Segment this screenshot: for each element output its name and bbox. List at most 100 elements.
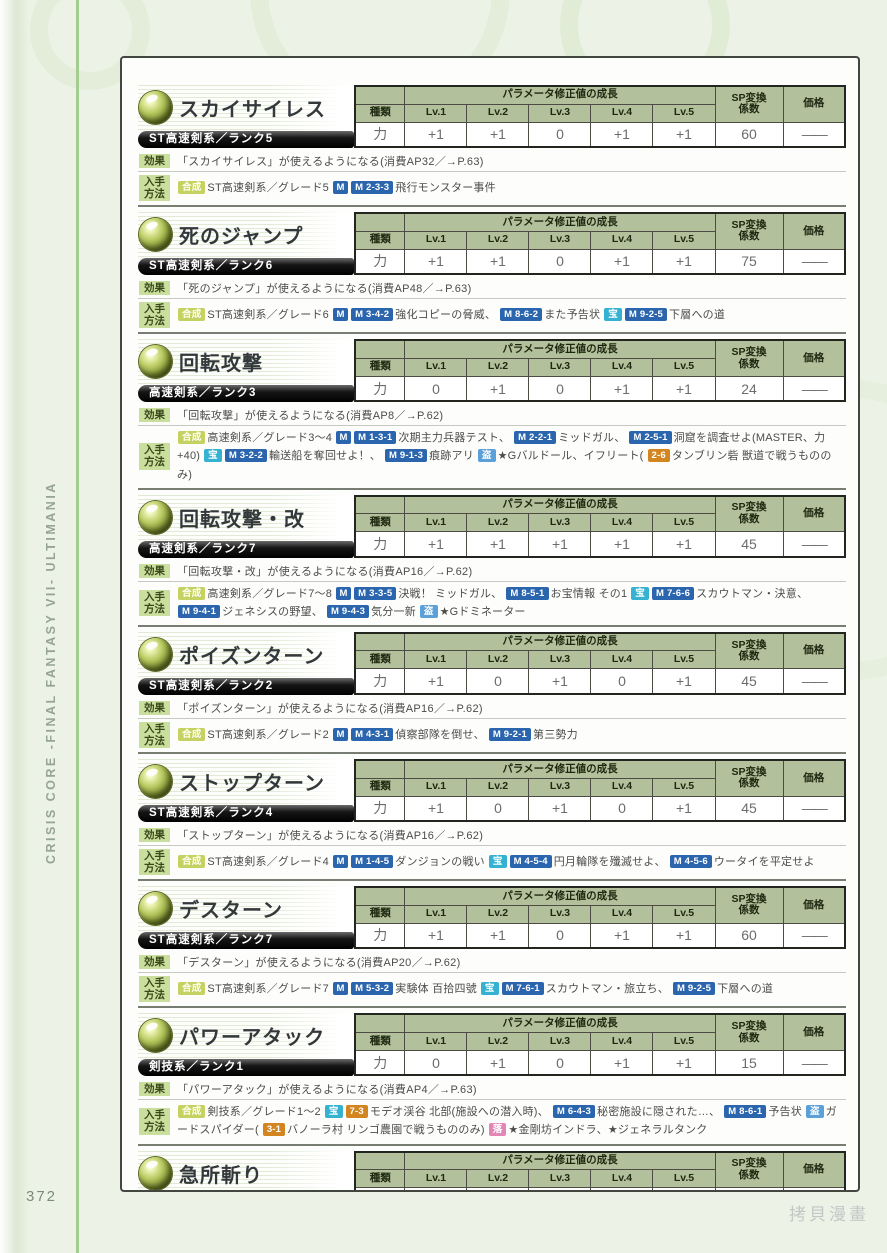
level-header: Lv.5 bbox=[652, 103, 716, 123]
method-row: 入手 方法 合成 ST高速剣系／グレード2 M M 4-3-1 偵察部隊を倒せ、 M 9-… bbox=[138, 719, 846, 755]
effect-text: 「スカイサイレス」が使えるようになる(消費AP32／→P.63) bbox=[177, 156, 484, 168]
synth-badge: 合成 bbox=[178, 855, 206, 869]
level-value: +1 bbox=[466, 1049, 530, 1076]
method-label-line1: 入手 bbox=[144, 1109, 165, 1122]
level-header: Lv.1 bbox=[404, 1031, 468, 1051]
mission-badge: M 2-5-1 bbox=[629, 431, 672, 445]
ability-name: 急所斬り bbox=[179, 1164, 263, 1187]
sp-header: SP変換 係数 bbox=[714, 495, 784, 533]
method-row: 入手 方法 合成 ST高速剣系／グレード7 M M 5-3-2 実験体 百拾四號宝 M 7… bbox=[138, 973, 846, 1009]
col-price: 価格 bbox=[782, 1013, 846, 1051]
sp-header-line1: SP変換 bbox=[731, 1020, 767, 1033]
method-text: 合成 ST高速剣系／グレード5 M M 2-3-3 飛行モンスター事件 bbox=[177, 179, 846, 197]
level-header: Lv.4 bbox=[590, 904, 654, 924]
col-type: 種類 bbox=[354, 1031, 406, 1051]
level-value: +1 bbox=[528, 531, 592, 558]
ability-entry: ポイズンターン ST高速剣系／ランク2 パラメータ修正値の成長 SP変換 係数 … bbox=[138, 631, 846, 755]
level-header: Lv.4 bbox=[590, 650, 654, 670]
stats-table: パラメータ修正値の成長 SP変換 係数 価格 種類 Lv.1 Lv.2 Lv.3… bbox=[353, 1013, 846, 1077]
level-value: +1 bbox=[404, 922, 468, 949]
level-header: Lv.1 bbox=[404, 777, 468, 797]
stats-table: パラメータ修正値の成長 SP変換 係数 価格 種類 Lv.1 Lv.2 Lv.3… bbox=[353, 339, 846, 403]
method-segment: バノーラ村 リンゴ農園で戦うもののみ) bbox=[287, 1124, 485, 1137]
effect-row: 効果 「ストップターン」が使えるようになる(消費AP16／→P.62) bbox=[138, 824, 846, 847]
ability-name: デスターン bbox=[179, 900, 283, 923]
ability-name: スカイサイレス bbox=[179, 99, 326, 121]
blank-header-cell bbox=[354, 632, 406, 652]
level-header: Lv.4 bbox=[590, 357, 654, 377]
mission-badge: M 3-3-5 bbox=[354, 586, 397, 600]
level-header: Lv.5 bbox=[652, 904, 716, 924]
level-header: Lv.1 bbox=[404, 357, 468, 377]
method-segment: ★金剛坊インドラ、★ジェネラルタンク bbox=[508, 1124, 708, 1137]
method-label-line1: 入手 bbox=[144, 977, 165, 990]
map-badge: 7-3 bbox=[345, 1105, 368, 1119]
method-segment: ジェネシスの野望、 bbox=[222, 605, 323, 618]
blank-header-cell bbox=[354, 85, 406, 105]
mcat-badge: M bbox=[336, 586, 352, 600]
entry-header: スカイサイレス ST高速剣系／ランク5 パラメータ修正値の成長 SP変換 係数 … bbox=[138, 85, 846, 148]
level-value: 0 bbox=[528, 375, 592, 402]
level-header: Lv.3 bbox=[528, 103, 592, 123]
price-value: ―― bbox=[782, 1049, 846, 1076]
method-segment: お宝情報 その1 bbox=[550, 587, 628, 600]
map-badge: 3-1 bbox=[262, 1123, 286, 1137]
effect-row: 効果 「回転攻撃」が使えるようになる(消費AP8／→P.62) bbox=[138, 404, 846, 427]
effect-label: 効果 bbox=[139, 828, 170, 843]
stats-table: パラメータ修正値の成長 SP変換 係数 価格 種類 Lv.1 Lv.2 Lv.3… bbox=[353, 759, 846, 823]
stat-type-value: 力 bbox=[354, 1187, 406, 1190]
level-header: Lv.4 bbox=[590, 230, 654, 250]
steal-badge: 盗 bbox=[419, 604, 438, 618]
level-header: Lv.2 bbox=[466, 777, 530, 797]
method-label: 入手 方法 bbox=[139, 721, 170, 749]
entry-header: パワーアタック 剣技系／ランク1 パラメータ修正値の成長 SP変換 係数 価格 bbox=[138, 1013, 846, 1077]
level-header: Lv.5 bbox=[652, 513, 716, 533]
entry-header: 回転攻撃 高速剣系／ランク3 パラメータ修正値の成長 SP変換 係数 価格 bbox=[138, 339, 846, 403]
effect-text: 「ストップターン」が使えるようになる(消費AP16／→P.62) bbox=[177, 830, 484, 843]
level-header: Lv.1 bbox=[404, 103, 468, 123]
mission-badge: M 6-4-3 bbox=[552, 1105, 596, 1119]
method-segment: 下層への道 bbox=[669, 309, 726, 322]
ability-entry: スカイサイレス ST高速剣系／ランク5 パラメータ修正値の成長 SP変換 係数 … bbox=[138, 85, 846, 208]
method-segment: 洞窟を調査せよ(MASTER、力+40) bbox=[177, 432, 826, 463]
stat-type-value: 力 bbox=[354, 668, 406, 695]
materia-orb-icon bbox=[139, 1019, 172, 1053]
method-label-line1: 入手 bbox=[144, 444, 165, 457]
ability-entry: 死のジャンプ ST高速剣系／ランク6 パラメータ修正値の成長 SP変換 係数 価… bbox=[138, 212, 846, 335]
category-banner: 高速剣系／ランク3 bbox=[138, 385, 354, 403]
stat-type-value: 力 bbox=[354, 922, 406, 949]
level-value: +1 bbox=[466, 375, 530, 402]
category-banner: 剣技系／ランク1 bbox=[138, 1059, 354, 1077]
method-segment: ST高速剣系／グレード5 bbox=[207, 181, 329, 194]
synth-badge: 合成 bbox=[178, 1105, 206, 1119]
mission-badge: M 7-6-6 bbox=[652, 586, 695, 600]
method-text: 合成 剣技系／グレード1〜2 宝 7-3 モデオ渓谷 北部(施設への潜入時)、 M 6-4… bbox=[177, 1103, 846, 1139]
sp-value: 60 bbox=[714, 922, 784, 949]
entry-title-block: 回転攻撃 高速剣系／ランク3 bbox=[138, 339, 354, 403]
method-label: 入手 方法 bbox=[139, 849, 170, 876]
level-header: Lv.1 bbox=[404, 513, 468, 533]
level-value: +1 bbox=[652, 1187, 716, 1190]
mission-badge: M 9-2-5 bbox=[672, 982, 716, 996]
sp-value: 30 bbox=[714, 1187, 784, 1190]
ability-entry: デスターン ST高速剣系／ランク7 パラメータ修正値の成長 SP変換 係数 価格 bbox=[138, 886, 846, 1009]
method-segment: 高速剣系／グレード7〜8 bbox=[207, 587, 333, 600]
synth-badge: 合成 bbox=[178, 180, 206, 194]
level-value: 0 bbox=[590, 668, 654, 695]
synth-badge: 合成 bbox=[178, 431, 206, 445]
mission-badge: M 1-4-5 bbox=[351, 855, 394, 869]
blank-header-cell bbox=[354, 212, 406, 232]
book-spine-shading bbox=[0, 0, 30, 1253]
level-header: Lv.5 bbox=[652, 1031, 716, 1051]
group-header: パラメータ修正値の成長 bbox=[404, 632, 716, 652]
mission-badge: M 2-2-1 bbox=[514, 431, 557, 445]
price-value: ―― bbox=[782, 248, 846, 275]
col-type: 種類 bbox=[354, 230, 406, 250]
effect-label: 効果 bbox=[139, 955, 170, 970]
method-segment: ★Gドミネーター bbox=[439, 605, 526, 618]
effect-text: 「回転攻撃・改」が使えるようになる(消費AP16／→P.62) bbox=[177, 565, 473, 578]
ability-entry: 急所斬り 剣技系／ランク3 パラメータ修正値の成長 SP変換 係数 価格 bbox=[138, 1150, 846, 1190]
col-type: 種類 bbox=[354, 650, 406, 670]
level-value: +1 bbox=[404, 248, 468, 275]
method-text: 合成 ST高速剣系／グレード6 M M 3-4-2 強化コピーの脅威、 M 8-6-2 また… bbox=[177, 306, 846, 324]
